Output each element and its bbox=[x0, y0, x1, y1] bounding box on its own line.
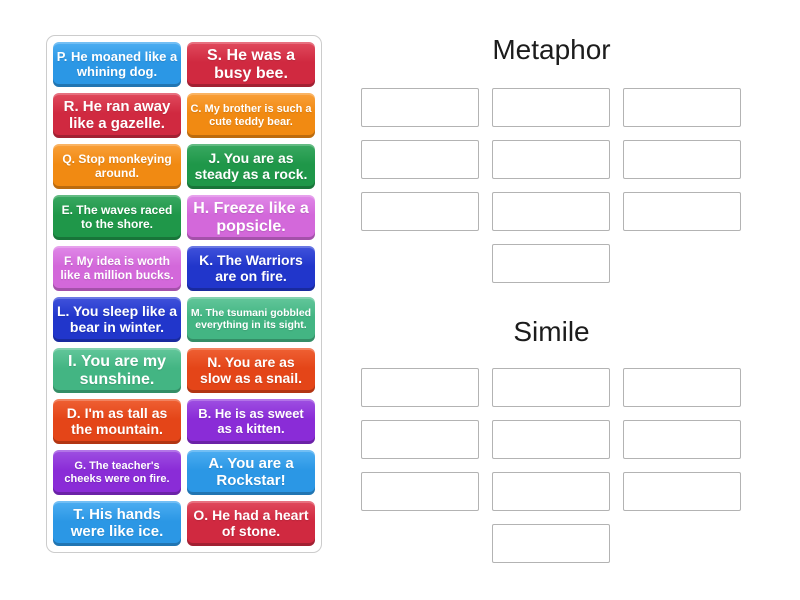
draggable-tile[interactable]: P. He moaned like a whining dog. bbox=[53, 42, 181, 87]
drop-slot[interactable] bbox=[492, 524, 610, 563]
draggable-tile[interactable]: R. He ran away like a gazelle. bbox=[53, 93, 181, 138]
drop-slot[interactable] bbox=[623, 368, 741, 407]
draggable-tile[interactable]: J. You are as steady as a rock. bbox=[187, 144, 315, 189]
drop-slot[interactable] bbox=[361, 192, 479, 231]
drop-slot[interactable] bbox=[623, 472, 741, 511]
drop-slot[interactable] bbox=[361, 420, 479, 459]
drop-slot[interactable] bbox=[361, 472, 479, 511]
drop-slot[interactable] bbox=[492, 192, 610, 231]
draggable-tile[interactable]: O. He had a heart of stone. bbox=[187, 501, 315, 546]
metaphor-slot-grid bbox=[361, 88, 741, 231]
drop-slot[interactable] bbox=[492, 140, 610, 179]
draggable-tile[interactable]: M. The tsumani gobbled everything in its… bbox=[187, 297, 315, 342]
draggable-tile[interactable]: H. Freeze like a popsicle. bbox=[187, 195, 315, 240]
draggable-tile[interactable]: K. The Warriors are on fire. bbox=[187, 246, 315, 291]
metaphor-extra-slot-wrap bbox=[492, 244, 610, 283]
drop-slot[interactable] bbox=[492, 420, 610, 459]
tile-panel: P. He moaned like a whining dog. S. He wa… bbox=[46, 35, 322, 553]
draggable-tile[interactable]: A. You are a Rockstar! bbox=[187, 450, 315, 495]
groups-area: Metaphor Simile bbox=[361, 0, 742, 600]
draggable-tile[interactable]: D. I'm as tall as the mountain. bbox=[53, 399, 181, 444]
draggable-tile[interactable]: N. You are as slow as a snail. bbox=[187, 348, 315, 393]
drop-slot[interactable] bbox=[492, 244, 610, 283]
draggable-tile[interactable]: G. The teacher's cheeks were on fire. bbox=[53, 450, 181, 495]
drop-slot[interactable] bbox=[361, 368, 479, 407]
draggable-tile[interactable]: T. His hands were like ice. bbox=[53, 501, 181, 546]
draggable-tile[interactable]: C. My brother is such a cute teddy bear. bbox=[187, 93, 315, 138]
drop-slot[interactable] bbox=[361, 88, 479, 127]
drop-slot[interactable] bbox=[361, 140, 479, 179]
draggable-tile[interactable]: L. You sleep like a bear in winter. bbox=[53, 297, 181, 342]
drop-slot[interactable] bbox=[492, 368, 610, 407]
drop-slot[interactable] bbox=[623, 192, 741, 231]
draggable-tile[interactable]: E. The waves raced to the shore. bbox=[53, 195, 181, 240]
draggable-tile[interactable]: S. He was a busy bee. bbox=[187, 42, 315, 87]
drop-slot[interactable] bbox=[492, 88, 610, 127]
group-title-simile: Simile bbox=[513, 316, 590, 347]
drop-slot[interactable] bbox=[623, 140, 741, 179]
drop-slot[interactable] bbox=[623, 88, 741, 127]
draggable-tile[interactable]: F. My idea is worth like a million bucks… bbox=[53, 246, 181, 291]
simile-slot-grid bbox=[361, 368, 741, 511]
group-title-metaphor: Metaphor bbox=[492, 34, 611, 65]
drop-slot[interactable] bbox=[492, 472, 610, 511]
draggable-tile[interactable]: Q. Stop monkeying around. bbox=[53, 144, 181, 189]
simile-extra-slot-wrap bbox=[492, 524, 610, 563]
draggable-tile[interactable]: I. You are my sunshine. bbox=[53, 348, 181, 393]
drop-slot[interactable] bbox=[623, 420, 741, 459]
draggable-tile[interactable]: B. He is as sweet as a kitten. bbox=[187, 399, 315, 444]
